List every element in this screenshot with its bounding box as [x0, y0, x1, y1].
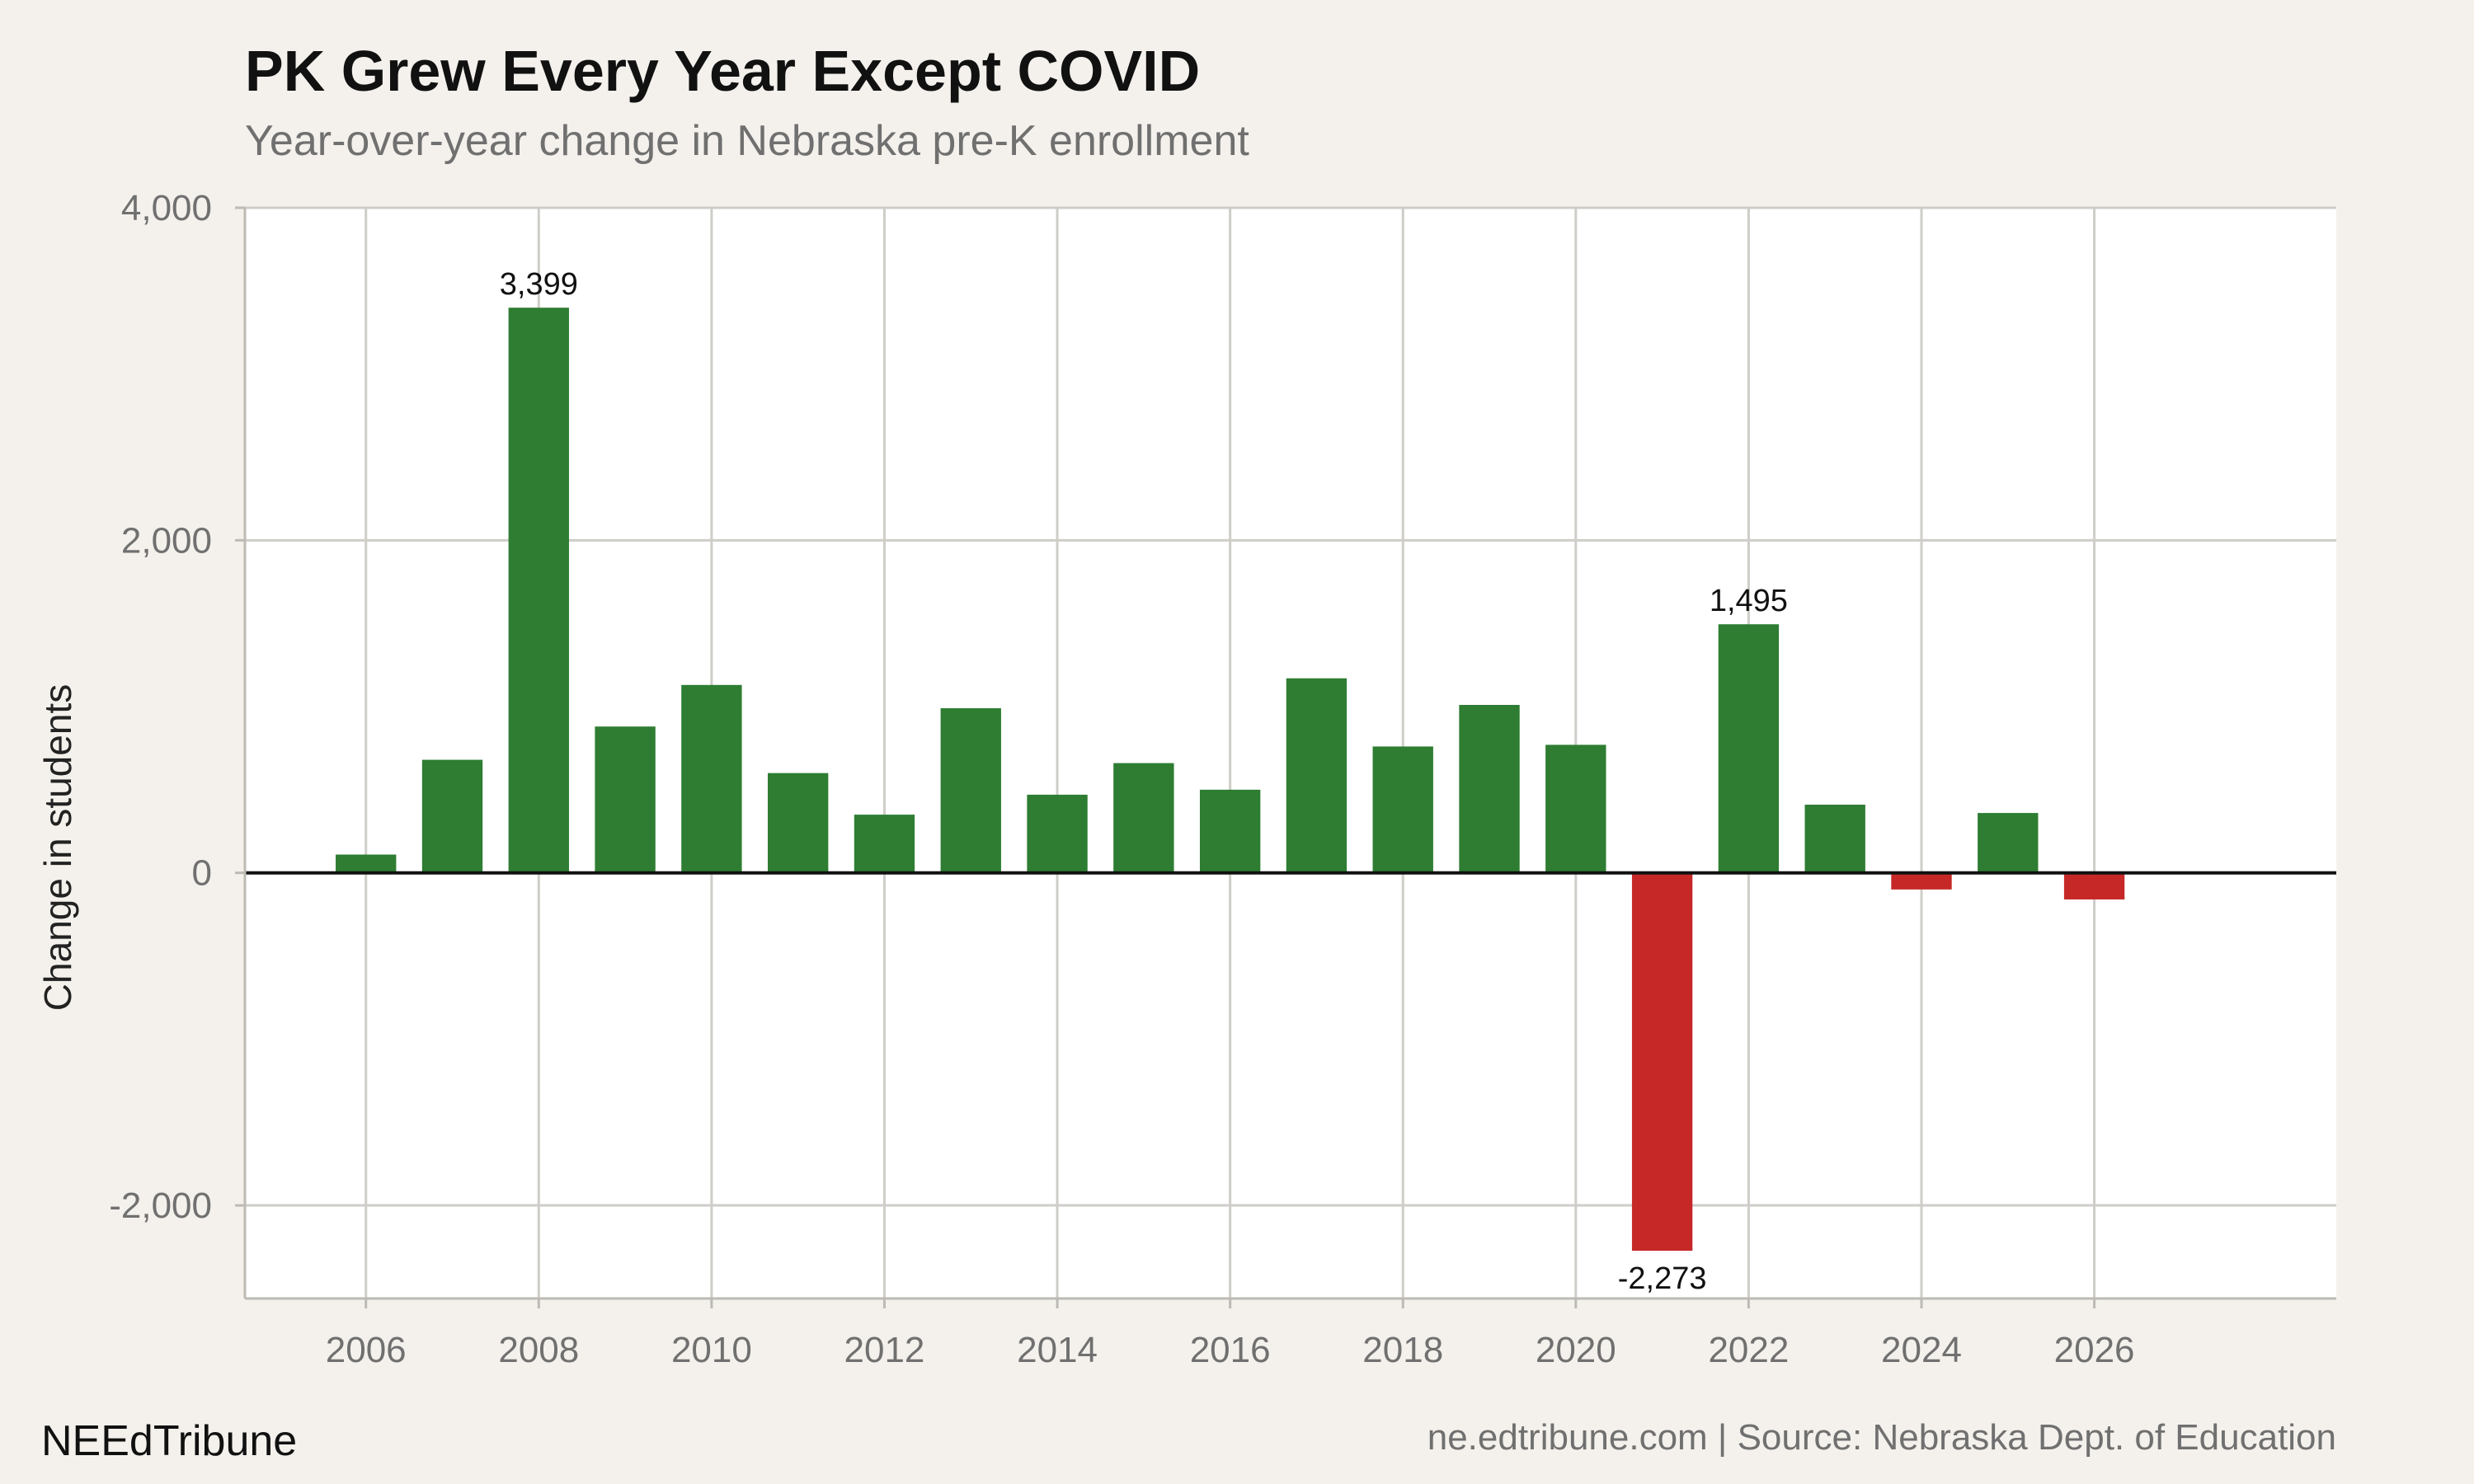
bar-2018 — [1372, 746, 1433, 873]
source-note: ne.edtribune.com | Source: Nebraska Dept… — [1427, 1417, 2336, 1458]
bar-2026 — [2063, 872, 2125, 899]
bar-2012 — [854, 815, 915, 873]
bar-2014 — [1027, 794, 1088, 873]
bar-2009 — [595, 726, 656, 873]
data-label-2008: 3,399 — [500, 267, 578, 302]
bar-2013 — [940, 708, 1001, 873]
x-tick-label: 2016 — [1190, 1330, 1271, 1370]
y-tick-label: 0 — [192, 853, 212, 894]
x-tick-label: 2006 — [326, 1330, 407, 1370]
chart-title: PK Grew Every Year Except COVID — [245, 39, 1200, 103]
bar-2021 — [1631, 872, 1693, 1252]
y-tick-label: 4,000 — [121, 188, 212, 228]
axes — [243, 208, 2336, 1300]
bar-2006 — [336, 854, 397, 873]
bar-2008 — [508, 308, 569, 873]
bar-2023 — [1804, 805, 1865, 873]
x-tick-label: 2026 — [2054, 1330, 2135, 1370]
y-axis-label: Change in students — [36, 684, 79, 1011]
brand-logo-text: NEEdTribune — [41, 1417, 297, 1465]
x-tick-label: 2010 — [671, 1330, 752, 1370]
x-tick-label: 2020 — [1536, 1330, 1616, 1370]
bar-2011 — [768, 773, 829, 873]
data-label-2021: -2,273 — [1618, 1261, 1707, 1296]
y-tick-label: 2,000 — [121, 520, 212, 561]
data-labels: 3,399 -2,273 1,495 — [500, 267, 1788, 1296]
y-tick-label: -2,000 — [109, 1186, 212, 1226]
x-axis-ticks: 2006 2008 2010 2012 2014 2016 2018 2020 2022 2024… — [326, 1298, 2135, 1370]
x-tick-label: 2024 — [1881, 1330, 1962, 1370]
y-axis-ticks: -2,000 0 2,000 4,000 — [109, 188, 245, 1226]
bar-2017 — [1286, 678, 1348, 873]
x-tick-label: 2022 — [1708, 1330, 1789, 1370]
x-tick-label: 2014 — [1017, 1330, 1098, 1370]
bar-2010 — [681, 684, 742, 873]
bar-2025 — [1978, 813, 2039, 873]
bar-2022 — [1718, 624, 1780, 873]
x-tick-label: 2012 — [844, 1330, 925, 1370]
x-tick-label: 2008 — [498, 1330, 579, 1370]
bar-2019 — [1459, 705, 1520, 873]
chart-subtitle: Year-over-year change in Nebraska pre-K … — [245, 117, 1249, 165]
bar-2015 — [1113, 763, 1174, 873]
bar-2016 — [1199, 789, 1261, 873]
bar-2020 — [1545, 744, 1606, 873]
x-tick-label: 2018 — [1362, 1330, 1443, 1370]
bar-2007 — [421, 759, 483, 873]
data-label-2022: 1,495 — [1710, 584, 1788, 618]
bars — [336, 308, 2125, 1252]
bar-2024 — [1891, 872, 1952, 890]
